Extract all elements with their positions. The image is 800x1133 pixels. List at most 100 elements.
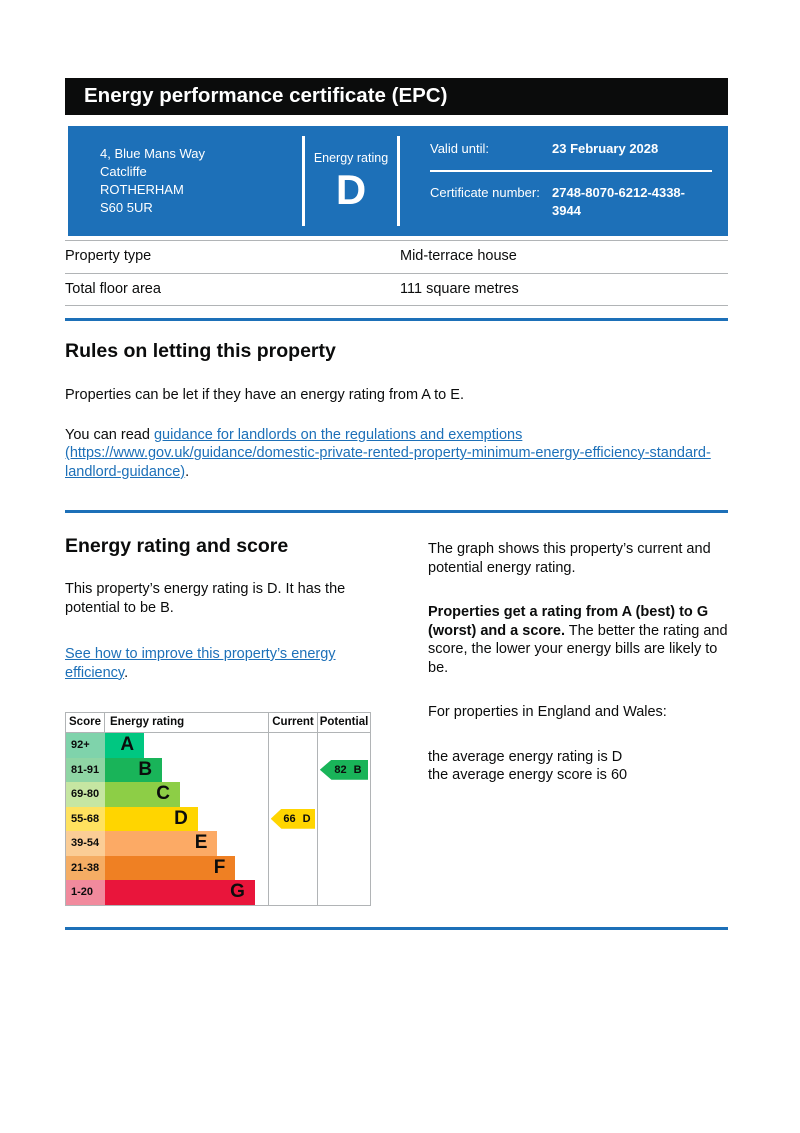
rating-explanation-paragraph: Properties get a rating from A (best) to… xyxy=(428,603,728,677)
guidance-text-prefix: You can read xyxy=(65,426,154,443)
detail-value: Mid-terrace house xyxy=(400,248,517,264)
valid-until-label: Valid until: xyxy=(430,141,490,156)
band-score-range: 39-54 xyxy=(66,831,105,856)
chart-header-score: Score xyxy=(66,713,105,732)
band-bar-cell: F xyxy=(105,855,268,880)
potential-rating-cell xyxy=(318,782,370,807)
section-divider xyxy=(65,510,728,513)
detail-label: Property type xyxy=(65,248,152,264)
address-line: Catcliffe xyxy=(100,164,147,179)
rating-heading: Energy rating and score xyxy=(65,535,289,557)
address-line: S60 5UR xyxy=(100,200,153,215)
valid-until-value: 23 February 2028 xyxy=(552,141,659,156)
potential-rating-marker: 82 B xyxy=(319,759,369,780)
band-letter: G xyxy=(230,881,245,902)
potential-rating-cell xyxy=(318,831,370,856)
current-rating-cell xyxy=(268,782,318,807)
rating-right-column: The graph shows this property’s current … xyxy=(428,513,728,906)
band-letter: D xyxy=(174,807,188,829)
rating-explanation-rest: The better the rating and score, the low… xyxy=(428,622,728,676)
band-letter: E xyxy=(194,832,208,853)
band-bar-d: D xyxy=(105,806,198,831)
property-address: 4, Blue Mans Way Catcliffe ROTHERHAM S60… xyxy=(68,126,302,236)
page-title: Energy performance certificate (EPC) xyxy=(84,84,448,108)
potential-rating-cell xyxy=(318,880,370,905)
energy-rating-label: Energy rating xyxy=(313,150,389,165)
document-title-bar: Energy performance certificate (EPC) xyxy=(65,78,728,115)
band-bar-a: A xyxy=(105,733,145,758)
guidance-text-suffix: . xyxy=(185,463,190,480)
energy-rating-section: Energy rating and score This property’s … xyxy=(65,513,728,906)
band-score-range: 1-20 xyxy=(66,880,105,905)
improve-link-suffix: . xyxy=(124,664,129,681)
potential-rating-cell: 82 B xyxy=(318,758,370,783)
rating-summary-paragraph: This property’s energy rating is D. It h… xyxy=(65,581,346,616)
potential-rating-cell xyxy=(318,856,370,881)
current-rating-cell xyxy=(268,855,318,880)
graph-description-paragraph: The graph shows this property’s current … xyxy=(428,541,711,576)
epc-band-row-g: 1-20 G xyxy=(66,880,370,905)
chart-header-potential: Potential xyxy=(319,716,369,729)
energy-rating-block: Energy rating D xyxy=(305,126,397,236)
band-letter: A xyxy=(120,734,135,755)
table-row: Property type Mid-terrace house xyxy=(65,241,728,274)
chart-header-rating: Energy rating xyxy=(110,716,185,729)
improve-paragraph: See how to improve this property’s energ… xyxy=(65,645,395,682)
rules-paragraph: Properties can be let if they have an en… xyxy=(65,387,464,403)
certificate-number-value: 2748-8070-6212-4338-3944 xyxy=(552,185,685,218)
band-letter: F xyxy=(213,856,226,878)
section-divider xyxy=(65,318,728,321)
average-rating-line: the average energy rating is D xyxy=(428,748,623,765)
improve-efficiency-link[interactable]: See how to improve this property’s energ… xyxy=(65,646,336,681)
epc-band-row-d: 55-68 D 66 D xyxy=(66,806,370,832)
rating-left-column: Energy rating and score This property’s … xyxy=(65,513,428,906)
band-bar-b: B xyxy=(105,757,163,782)
certificate-summary-box: 4, Blue Mans Way Catcliffe ROTHERHAM S60… xyxy=(68,126,728,236)
band-score-range: 21-38 xyxy=(66,855,105,880)
band-score-range: 55-68 xyxy=(66,806,105,831)
certificate-meta-block: Valid until: 23 February 2028 Certificat… xyxy=(400,126,728,236)
band-score-range: 92+ xyxy=(66,733,105,758)
epc-document: Energy performance certificate (EPC) 4, … xyxy=(65,0,728,930)
potential-rating-cell xyxy=(318,807,370,832)
detail-value: 111 square metres xyxy=(400,280,519,297)
epc-band-row-e: 39-54 E xyxy=(66,831,370,856)
divider xyxy=(430,170,712,172)
epc-band-row-b: 81-91 B 82 B xyxy=(66,757,370,783)
landlord-guidance-link[interactable]: guidance for landlords on the regulation… xyxy=(65,426,711,480)
epc-band-row-c: 69-80 C xyxy=(66,782,370,807)
current-rating-cell xyxy=(268,757,318,782)
current-rating-marker: 66 D xyxy=(270,808,316,829)
epc-band-row-a: 92+ A xyxy=(66,733,370,758)
band-bar-cell: E xyxy=(105,831,268,856)
valid-until-row: Valid until: 23 February 2028 xyxy=(430,140,712,158)
certificate-number-row: Certificate number: 2748-8070-6212-4338-… xyxy=(430,184,712,220)
band-bar-g: G xyxy=(105,880,255,905)
chart-header-current: Current xyxy=(268,713,318,732)
current-rating-cell xyxy=(268,880,318,905)
divider xyxy=(397,136,400,226)
rating-explanation-bold: Properties get a rating from A (best) to… xyxy=(428,604,709,639)
chart-band-rows: 92+ A 81-91 B 82 B 69-80 C 55-68 D 66 D 39-54 E 21-3… xyxy=(66,733,370,905)
chart-header-row: Score Energy rating Current Potential xyxy=(66,713,370,733)
band-bar-cell: B xyxy=(105,757,268,782)
detail-label: Total floor area xyxy=(65,280,161,297)
divider xyxy=(302,136,305,226)
current-rating-cell xyxy=(268,733,318,758)
table-row: Total floor area 111 square metres xyxy=(65,274,728,306)
band-bar-e: E xyxy=(105,831,218,856)
averages-paragraph: the average energy rating is D the avera… xyxy=(428,748,728,785)
band-bar-cell: G xyxy=(105,880,268,905)
address-line: 4, Blue Mans Way xyxy=(100,146,206,161)
section-divider xyxy=(65,926,728,930)
energy-rating-value: D xyxy=(335,166,367,214)
epc-band-row-f: 21-38 F xyxy=(66,855,370,881)
band-letter: C xyxy=(156,783,170,804)
current-rating-cell xyxy=(268,831,318,856)
rules-heading: Rules on letting this property xyxy=(65,340,336,362)
energy-rating-chart: Score Energy rating Current Potential 92… xyxy=(65,712,371,906)
band-bar-cell: D xyxy=(105,806,268,831)
band-bar-cell: C xyxy=(105,782,268,807)
band-bar-c: C xyxy=(105,782,180,807)
band-score-range: 69-80 xyxy=(66,782,105,807)
